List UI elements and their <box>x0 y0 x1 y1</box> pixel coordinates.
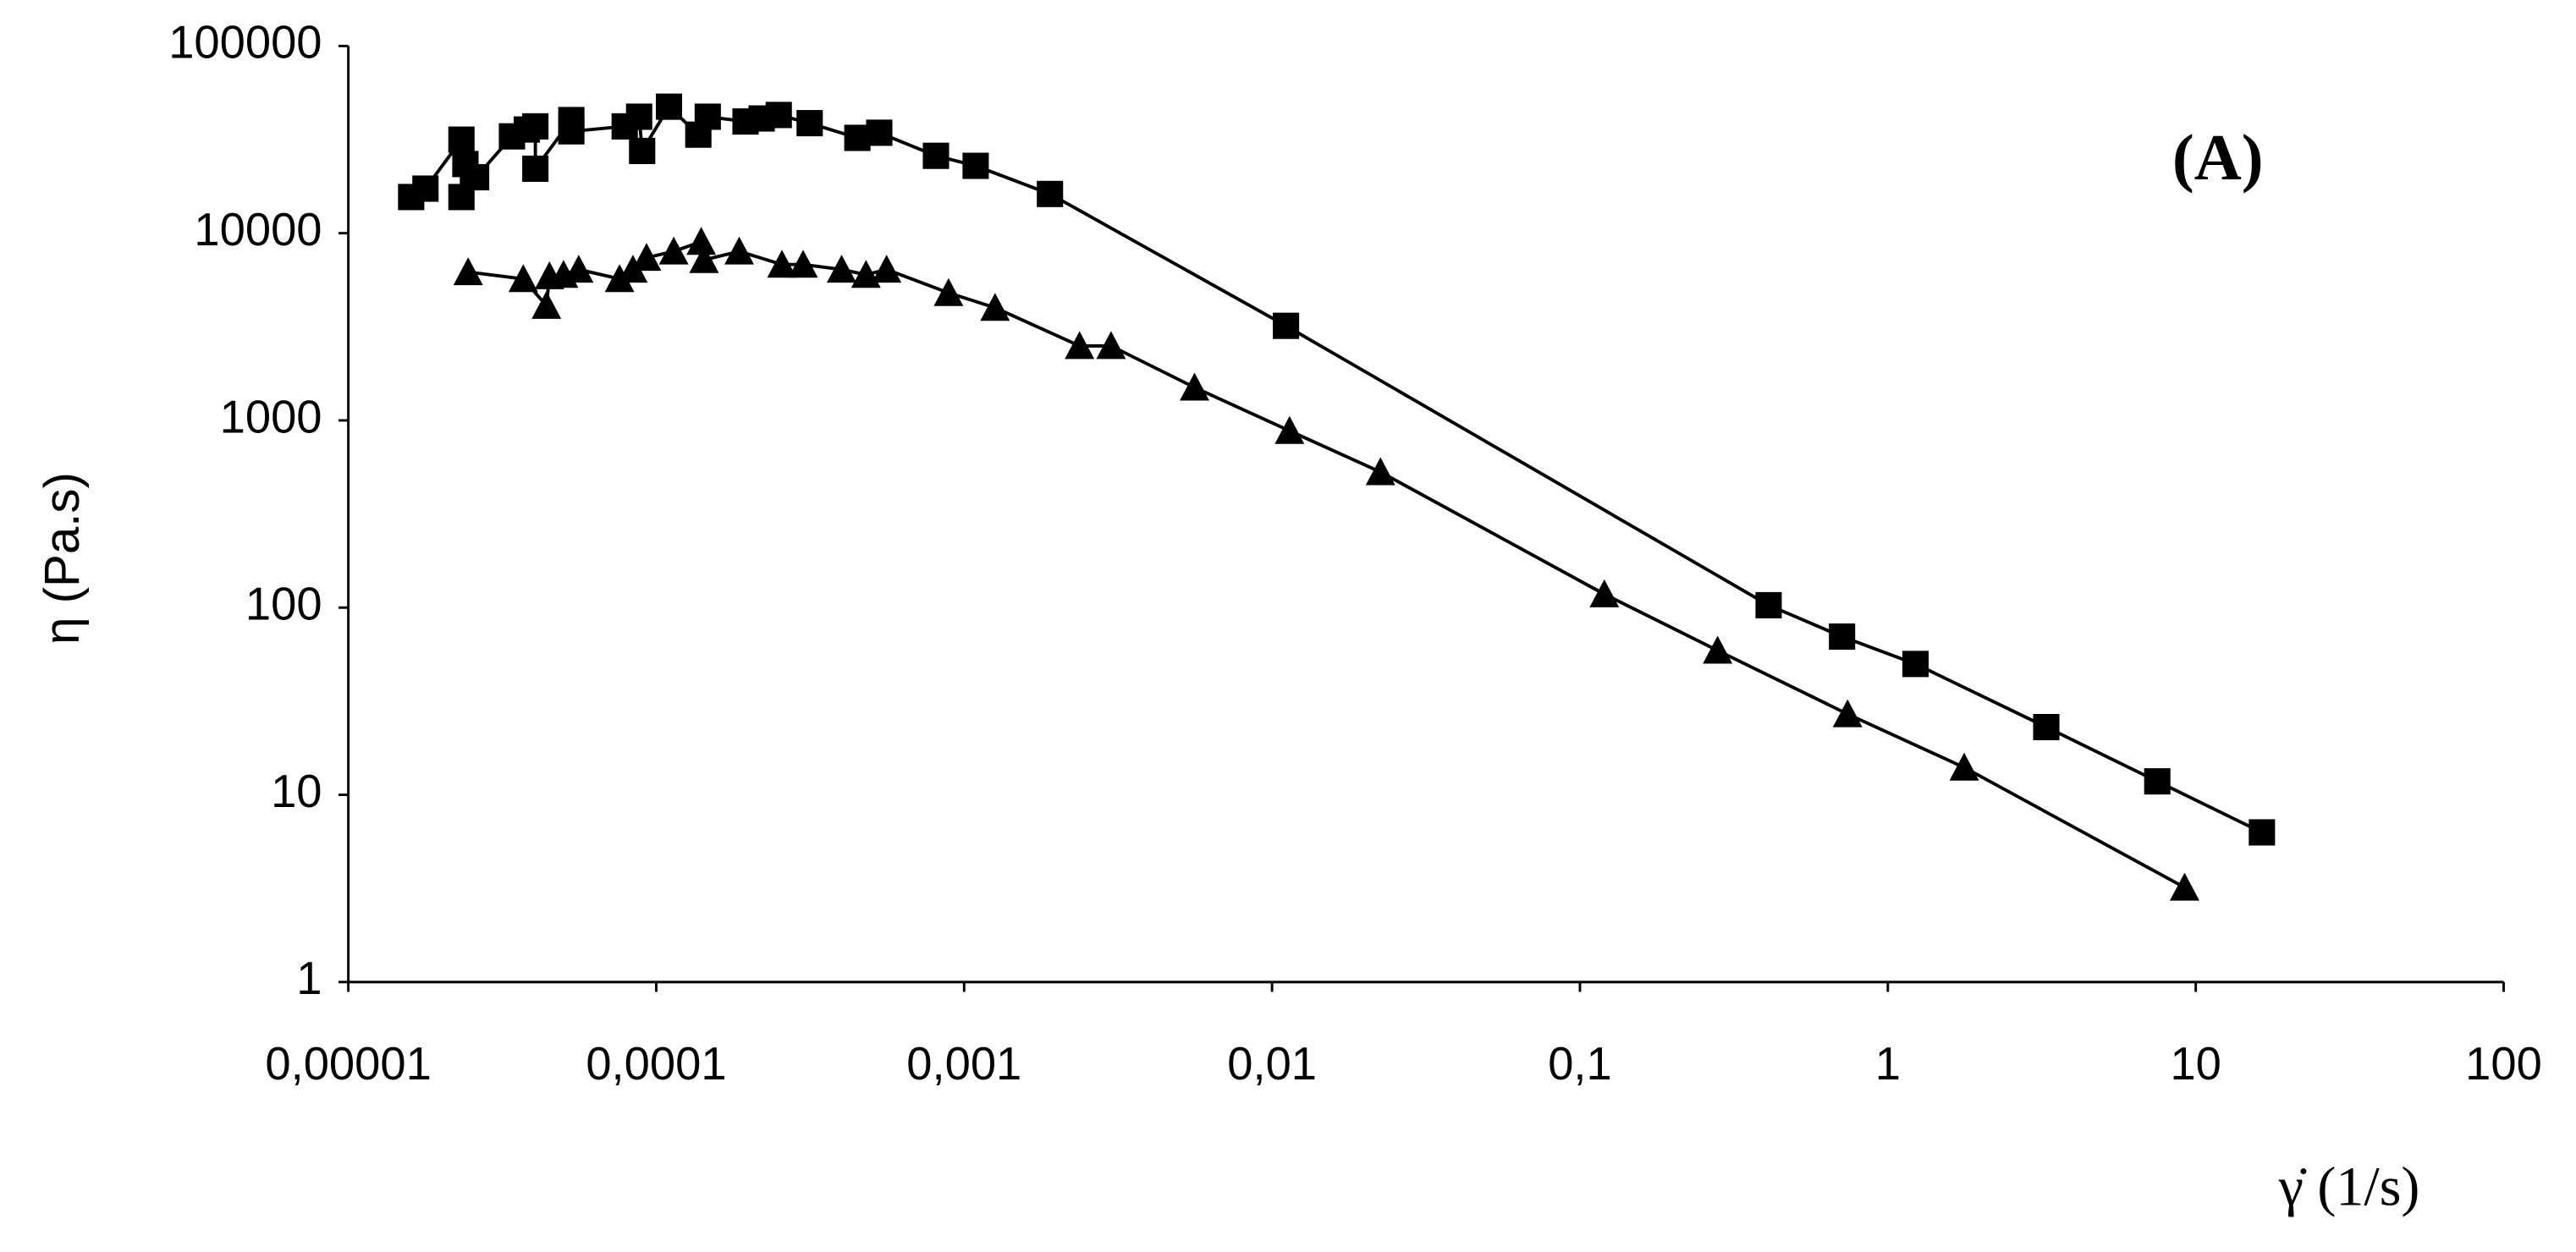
x-axis-label: γ̇ (1/s) <box>2278 1156 2420 1217</box>
square-marker <box>962 152 989 179</box>
triangle-marker <box>1589 579 1620 607</box>
square-marker <box>1829 623 1856 651</box>
square-marker <box>866 119 893 146</box>
y-axis-label: η (Pa.s) <box>35 472 90 645</box>
triangle-marker <box>872 255 902 283</box>
triangle-marker <box>1096 331 1126 360</box>
square-marker <box>629 137 656 164</box>
triangle-marker <box>1832 699 1863 728</box>
annotation: (A) <box>2172 121 2264 194</box>
triangle-marker <box>767 250 797 278</box>
x-tick-label: 0,1 <box>1548 1038 1612 1090</box>
square-marker <box>1755 591 1782 618</box>
triangle-marker <box>1703 635 1733 664</box>
triangle-marker <box>788 250 818 278</box>
triangle-marker <box>2170 872 2199 901</box>
x-tick-label: 0,001 <box>906 1038 1021 1090</box>
triangle-marker <box>631 243 662 272</box>
square-marker <box>448 126 475 153</box>
triangle-marker <box>827 255 856 283</box>
square-marker <box>694 103 721 130</box>
x-tick-label: 0,0001 <box>586 1038 726 1090</box>
x-tick-label: 0,01 <box>1227 1038 1317 1090</box>
square-marker <box>1902 651 1929 678</box>
y-tick-label: 1 <box>296 953 322 1004</box>
y-tick-label: 1000 <box>220 391 322 442</box>
square-marker <box>558 118 585 145</box>
square-marker <box>1037 180 1064 207</box>
triangle-marker <box>658 236 689 265</box>
square-marker <box>765 102 792 129</box>
series-line <box>467 239 2186 889</box>
x-tick-label: 100 <box>2465 1038 2542 1090</box>
triangle-marker <box>933 277 964 306</box>
x-tick-label: 1 <box>1875 1038 1901 1090</box>
triangle-marker <box>1065 331 1095 360</box>
square-marker <box>522 113 549 140</box>
square-marker <box>796 110 823 137</box>
square-marker <box>1273 312 1300 339</box>
triangle-marker <box>724 236 754 265</box>
triangle-marker <box>1274 415 1305 444</box>
triangle-marker <box>453 257 483 286</box>
triangle-marker <box>604 264 635 293</box>
triangle-marker <box>980 293 1010 321</box>
x-tick-label: 0,00001 <box>265 1038 431 1090</box>
y-tick-label: 100000 <box>168 17 322 69</box>
square-marker <box>412 175 439 202</box>
square-marker <box>522 155 549 182</box>
triangle-marker <box>1365 457 1395 486</box>
square-marker <box>655 93 683 120</box>
x-tick-label: 10 <box>2170 1038 2221 1090</box>
triangle-marker <box>531 290 562 319</box>
triangle-marker <box>1180 372 1209 401</box>
square-marker <box>463 163 490 191</box>
triangle-marker <box>564 255 594 283</box>
triangle-marker <box>508 264 538 293</box>
y-tick-label: 100 <box>245 579 322 630</box>
square-marker <box>2144 768 2171 795</box>
square-marker <box>625 103 652 130</box>
triangle-marker <box>686 227 717 255</box>
square-marker <box>2248 819 2276 846</box>
square-marker <box>2033 713 2060 741</box>
triangle-marker <box>689 244 719 273</box>
triangle-marker <box>1949 752 1979 781</box>
square-marker <box>922 142 949 169</box>
y-tick-label: 10000 <box>194 204 322 255</box>
series-line <box>410 104 2263 834</box>
y-tick-label: 10 <box>271 766 322 817</box>
